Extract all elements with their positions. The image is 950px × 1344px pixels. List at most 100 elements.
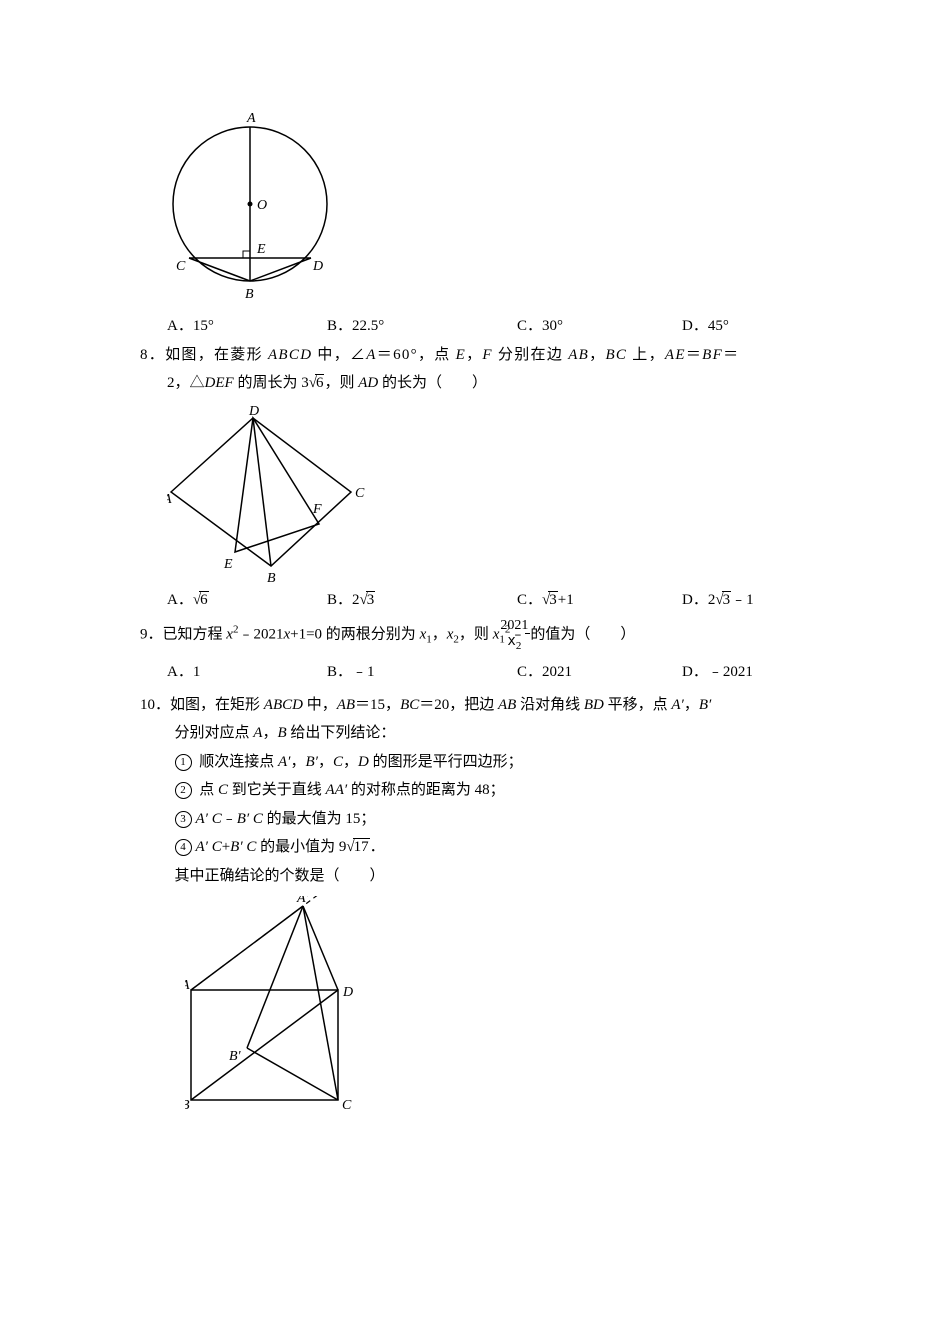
q10-c1: ，: [684, 697, 699, 713]
q8-AB: AB: [568, 347, 589, 363]
q10-i1b: ，: [290, 754, 305, 770]
q10-svg: A B C D A' B': [185, 896, 375, 1111]
q8-oC-l: C．: [517, 592, 542, 608]
q10-l1e: 沿对角线: [516, 697, 584, 713]
q8-l2b: 的周长为: [234, 375, 302, 391]
q10-i3b: ﹣: [222, 811, 237, 827]
q7-label-O: O: [257, 198, 267, 213]
q10-figure-box: A B C D A' B': [140, 896, 820, 1111]
q9-pre: 已知方程: [163, 627, 227, 643]
q8-def: [235, 418, 319, 552]
q7-opt-B: B．22.5°: [327, 312, 517, 341]
q10-AB: AB: [337, 697, 355, 713]
circled-4: 4: [175, 839, 192, 856]
q9-m3: ，则: [459, 627, 493, 643]
q8-opt-D: D．2√3﹣1: [682, 586, 754, 615]
q10-l2a: 分别对应点: [175, 725, 254, 741]
q8-oD-s: ﹣1: [731, 592, 754, 608]
q7-label-B: B: [245, 287, 254, 302]
q8-oA-l: A．: [167, 592, 193, 608]
q10-lB: B: [185, 1098, 190, 1111]
q8-DEF: DEF: [205, 375, 234, 391]
q10-Bp: B′: [699, 697, 711, 713]
q7-opt-D: D．45°: [682, 312, 729, 341]
q10-l1a: 如图，在矩形: [170, 697, 264, 713]
q10-i4f: ．: [370, 839, 385, 855]
q10-i1d: ，: [343, 754, 358, 770]
q9-opt-D: D．﹣2021: [682, 658, 753, 687]
q10-BD: BD: [584, 697, 604, 713]
q10-i1C: C: [333, 754, 343, 770]
q10-i2a: 点: [196, 782, 219, 798]
q10-i3c: B′ C: [237, 811, 263, 827]
q9-m1: ﹣2021: [238, 627, 283, 643]
q9-fdx: x: [507, 633, 515, 649]
q8-F: F: [482, 347, 492, 363]
q10-i4-sqrt: √17: [346, 833, 369, 862]
q10-AB2: AB: [498, 697, 516, 713]
q8-line1: 8．如图，在菱形 ABCD 中，∠A＝60°，点 E，F 分别在边 AB，BC …: [140, 341, 820, 370]
q10-dashed: [191, 896, 363, 990]
q8-l1i: ＝: [723, 347, 739, 363]
q10-i2AAp: AA′: [326, 782, 348, 798]
q10-i4b: +: [222, 839, 230, 855]
q8-l1a: 如图，在菱形: [165, 347, 268, 363]
q10-lA: A: [185, 978, 190, 993]
q8-oB-c: 2: [352, 592, 360, 608]
q10-i4c: B′ C: [230, 839, 256, 855]
q7-opt-A: A．15°: [167, 312, 327, 341]
q7-options: A．15° B．22.5° C．30° D．45°: [140, 312, 820, 341]
q10-l1f: 平移，点: [604, 697, 672, 713]
q10-i1c: ，: [318, 754, 333, 770]
q8-db: [253, 418, 271, 566]
q8-oD-r: 3: [722, 591, 732, 608]
q10-i2b: 到它关于直线: [228, 782, 326, 798]
q8-lE: E: [223, 557, 233, 572]
q10-lD: D: [342, 985, 353, 1000]
q8-l1c: ＝60°，点: [377, 347, 456, 363]
q8-sqrt: √6: [309, 369, 325, 398]
q10-BC: BC: [400, 697, 419, 713]
q10-line1: 10．如图，在矩形 ABCD 中，AB＝15，BC＝20，把边 AB 沿对角线 …: [140, 691, 820, 720]
q8-l1e: 分别在边: [493, 347, 568, 363]
q8-l1b: 中，∠: [312, 347, 366, 363]
q9-options: A．1 B．﹣1 C．2021 D．﹣2021: [140, 658, 820, 687]
q10-i3d: 的最大值为 15；: [263, 811, 376, 827]
q8-opt-A: A．√6: [167, 586, 327, 615]
q9-x1: x: [226, 627, 233, 643]
q7-label-E: E: [256, 242, 266, 257]
q10-i1Ap: A′: [278, 754, 290, 770]
q10-bd: [191, 990, 338, 1100]
q10-closing: 其中正确结论的个数是（ ）: [140, 862, 820, 891]
q10-lAp: A': [296, 896, 310, 906]
q10-line2: 分别对应点 A，B 给出下列结论：: [140, 719, 820, 748]
q8-abcd: ABCD: [268, 347, 312, 363]
q10-i4r: 17: [353, 838, 370, 855]
q8-options: A．√6 B．2√3 C．√3+1 D．2√3﹣1: [140, 586, 820, 615]
q7-label-D: D: [312, 259, 323, 274]
q8-opt-B: B．2√3: [327, 586, 517, 615]
q8-svg: A D C B E F: [167, 404, 372, 584]
q10-l1c: ＝15，: [355, 697, 400, 713]
q8-oA-sqrt: √6: [193, 586, 209, 615]
q8-lA: A: [167, 492, 172, 507]
q8-oB-sqrt: √3: [360, 586, 376, 615]
q10-c2: ，: [262, 725, 277, 741]
q8-oD-c: 2: [708, 592, 716, 608]
q9-num: 9．: [140, 627, 163, 643]
q8-coef: 3: [301, 375, 309, 391]
q8-line2: 2，△DEF 的周长为 3√6，则 AD 的长为（ ）: [140, 369, 820, 398]
q10-ABCD: ABCD: [264, 697, 303, 713]
q9: 9．已知方程 x2﹣2021x+1=0 的两根分别为 x1，x2，则 x12﹣2…: [140, 618, 820, 687]
q8-number: 8．: [140, 347, 165, 363]
q8-AD: AD: [358, 375, 378, 391]
q8-l1g: 上，: [627, 347, 665, 363]
q10-i4e: 9: [339, 839, 347, 855]
q10-i1e: 的图形是平行四边形；: [369, 754, 523, 770]
q8-oC-sqrt: √3: [542, 586, 558, 615]
q10-i2C: C: [218, 782, 228, 798]
q10-i1Bp: B′: [305, 754, 317, 770]
q10-l1b: 中，: [303, 697, 337, 713]
q10-l2b: 给出下列结论：: [287, 725, 396, 741]
q7-db: [250, 258, 311, 281]
